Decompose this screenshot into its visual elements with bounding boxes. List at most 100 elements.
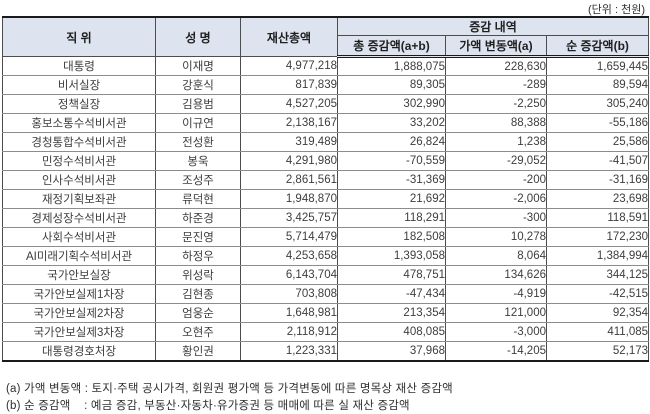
table-row: 경제성장수석비서관 하준경 3,425,757 118,291 -300 118… — [2, 208, 650, 228]
position-cell: 민정수석비서관 — [2, 151, 156, 171]
name-cell: 봉욱 — [155, 151, 241, 171]
net-change-cell: 411,085 — [545, 322, 650, 342]
position-cell: 정책실장 — [2, 94, 156, 114]
value-change-cell: -2,006 — [445, 189, 547, 209]
name-cell: 엄웅순 — [155, 303, 241, 323]
table-row: 경청통합수석비서관 전성환 319,489 26,824 1,238 25,58… — [2, 132, 650, 152]
net-change-cell: -42,515 — [545, 284, 650, 304]
total-assets-cell: 5,714,479 — [240, 227, 338, 247]
value-change-cell: 121,000 — [445, 303, 547, 323]
value-change-cell: 228,630 — [445, 56, 547, 76]
position-cell: 홍보소통수석비서관 — [2, 113, 156, 133]
net-change-cell: -31,169 — [545, 170, 650, 190]
value-change-cell: -29,052 — [445, 151, 547, 171]
name-cell: 조성주 — [155, 170, 241, 190]
position-cell: 국가안보실제1차장 — [2, 284, 156, 304]
table-row: 국가안보실제3차장 오현주 2,118,912 408,085 -3,000 4… — [2, 322, 650, 342]
position-cell: 경제성장수석비서관 — [2, 208, 156, 228]
total-assets-cell: 703,808 — [240, 284, 338, 304]
net-change-cell: 92,354 — [545, 303, 650, 323]
total-change-cell: 1,393,058 — [337, 246, 446, 266]
table-row: 국가안보실제2차장 엄웅순 1,648,981 213,354 121,000 … — [2, 303, 650, 323]
header-net-change: 순 증감액(b) — [545, 35, 650, 58]
header-position: 직 위 — [2, 16, 156, 57]
table-row: 대통령 이재명 4,977,218 1,888,075 228,630 1,65… — [2, 56, 650, 76]
total-change-cell: -70,559 — [337, 151, 446, 171]
position-cell: 사회수석비서관 — [2, 227, 156, 247]
total-change-cell: 37,968 — [337, 341, 446, 361]
header-total-assets: 재산총액 — [240, 16, 338, 57]
name-cell: 위성락 — [155, 265, 241, 285]
net-change-cell: 1,659,445 — [545, 56, 650, 76]
table-row: 대통령경호처장 황인권 1,223,331 37,968 -14,205 52,… — [2, 341, 650, 361]
net-change-cell: 1,384,994 — [545, 246, 650, 266]
name-cell: 문진영 — [155, 227, 241, 247]
total-change-cell: 182,508 — [337, 227, 446, 247]
total-assets-cell: 2,118,912 — [240, 322, 338, 342]
value-change-cell: -300 — [445, 208, 547, 228]
total-change-cell: -47,434 — [337, 284, 446, 304]
net-change-cell: -55,186 — [545, 113, 650, 133]
position-cell: AI미래기획수석비서관 — [2, 246, 156, 266]
position-cell: 경청통합수석비서관 — [2, 132, 156, 152]
total-assets-cell: 1,223,331 — [240, 341, 338, 361]
value-change-cell: -200 — [445, 170, 547, 190]
net-change-cell: 305,240 — [545, 94, 650, 114]
table-row: 재정기획보좌관 류덕현 1,948,870 21,692 -2,006 23,6… — [2, 189, 650, 209]
unit-label: (단위 : 천원) — [588, 4, 645, 16]
total-change-cell: -31,369 — [337, 170, 446, 190]
table-row: 민정수석비서관 봉욱 4,291,980 -70,559 -29,052 -41… — [2, 151, 650, 171]
total-change-cell: 302,990 — [337, 94, 446, 114]
header-value-change: 가액 변동액(a) — [445, 35, 547, 58]
name-cell: 하정우 — [155, 246, 241, 266]
assets-table: 직 위 성 명 재산총액 증감 내역 총 증감액(a+b) 가액 변동액(a) … — [2, 16, 650, 362]
total-assets-cell: 319,489 — [240, 132, 338, 152]
total-assets-cell: 2,861,561 — [240, 170, 338, 190]
value-change-cell: -2,250 — [445, 94, 547, 114]
value-change-cell: -14,205 — [445, 341, 547, 361]
value-change-cell: 8,064 — [445, 246, 547, 266]
total-assets-cell: 4,977,218 — [240, 56, 338, 76]
total-change-cell: 408,085 — [337, 322, 446, 342]
header-change-group: 증감 내역 — [336, 16, 650, 36]
header-total-change: 총 증감액(a+b) — [337, 35, 446, 58]
total-assets-cell: 1,948,870 — [240, 189, 338, 209]
name-cell: 김현종 — [155, 284, 241, 304]
name-cell: 류덕현 — [155, 189, 241, 209]
value-change-cell: -3,000 — [445, 322, 547, 342]
name-cell: 하준경 — [155, 208, 241, 228]
position-cell: 국가안보실장 — [2, 265, 156, 285]
position-cell: 재정기획보좌관 — [2, 189, 156, 209]
total-change-cell: 33,202 — [337, 113, 446, 133]
total-assets-cell: 2,138,167 — [240, 113, 338, 133]
total-change-cell: 213,354 — [337, 303, 446, 323]
net-change-cell: 344,125 — [545, 265, 650, 285]
name-cell: 이규연 — [155, 113, 241, 133]
position-cell: 비서실장 — [2, 75, 156, 95]
table-header: 직 위 성 명 재산총액 증감 내역 총 증감액(a+b) 가액 변동액(a) … — [2, 16, 650, 58]
table-row: AI미래기획수석비서관 하정우 4,253,658 1,393,058 8,06… — [2, 246, 650, 266]
total-assets-cell: 4,253,658 — [240, 246, 338, 266]
net-change-cell: 52,173 — [545, 341, 650, 361]
table-row: 국가안보실제1차장 김현종 703,808 -47,434 -4,919 -42… — [2, 284, 650, 304]
total-change-cell: 21,692 — [337, 189, 446, 209]
position-cell: 대통령 — [2, 56, 156, 76]
total-assets-cell: 6,143,704 — [240, 265, 338, 285]
position-cell: 인사수석비서관 — [2, 170, 156, 190]
net-change-cell: 25,586 — [545, 132, 650, 152]
table-row: 사회수석비서관 문진영 5,714,479 182,508 10,278 172… — [2, 227, 650, 247]
total-change-cell: 89,305 — [337, 75, 446, 95]
name-cell: 오현주 — [155, 322, 241, 342]
total-assets-cell: 4,291,980 — [240, 151, 338, 171]
value-change-cell: 88,388 — [445, 113, 547, 133]
position-cell: 국가안보실제2차장 — [2, 303, 156, 323]
value-change-cell: 1,238 — [445, 132, 547, 152]
name-cell: 황인권 — [155, 341, 241, 361]
name-cell: 강훈식 — [155, 75, 241, 95]
header-name: 성 명 — [155, 16, 241, 57]
position-cell: 국가안보실제3차장 — [2, 322, 156, 342]
table-row: 정책실장 김용범 4,527,205 302,990 -2,250 305,24… — [2, 94, 650, 114]
value-change-cell: -289 — [445, 75, 547, 95]
name-cell: 김용범 — [155, 94, 241, 114]
